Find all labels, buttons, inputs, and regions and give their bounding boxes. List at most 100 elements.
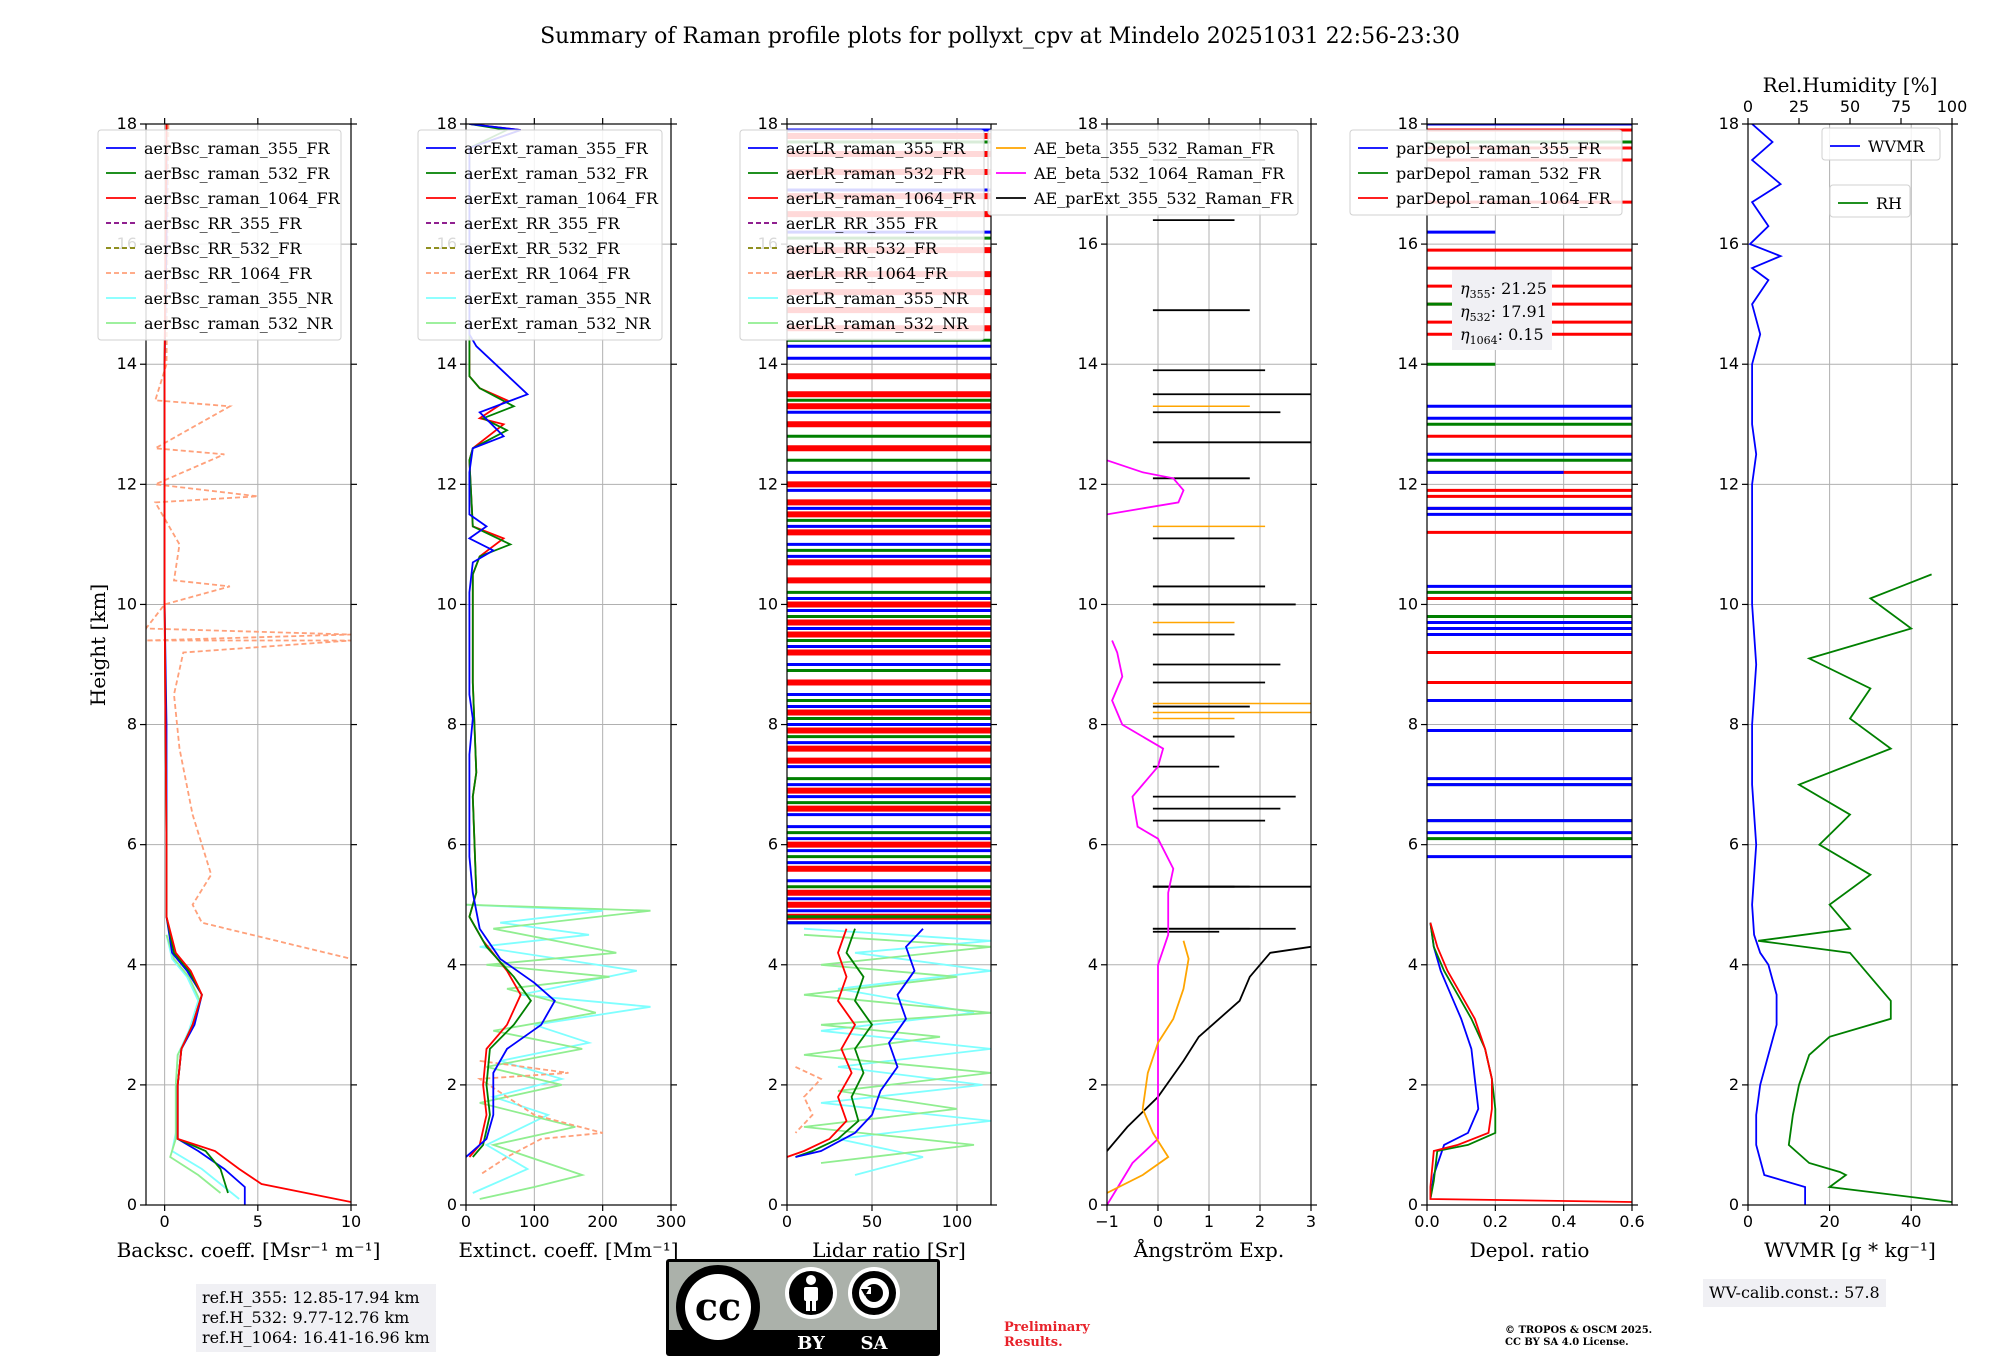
x-tick-label: 200 — [587, 1212, 618, 1231]
y-tick-label: 6 — [447, 835, 457, 854]
axes-frame — [786, 123, 992, 1206]
x-tick-label: 300 — [656, 1212, 687, 1231]
x-tick-label: 0 — [461, 1212, 471, 1231]
y-tick-label: 4 — [1729, 955, 1739, 974]
eta-value: η355: 21.25 — [1460, 279, 1547, 301]
series-aerExt_raman_355_FR — [466, 124, 556, 1158]
x-tick-label: −1 — [1095, 1212, 1119, 1231]
y-tick-label: 10 — [1398, 594, 1418, 613]
legend: aerExt_raman_355_FR aerExt_raman_532_FRae… — [417, 129, 663, 341]
x-tick-label: 0 — [1153, 1212, 1163, 1231]
legend-label: RH — [1876, 194, 1902, 213]
legend: aerBsc_raman_355_FR aerBsc_raman_532_FRae… — [97, 129, 342, 341]
y-tick-label: 10 — [1719, 594, 1739, 613]
top-x-axis-label: Rel.Humidity [%] — [1763, 73, 1938, 97]
x-tick-label: 3 — [1306, 1212, 1316, 1231]
plot-area — [1748, 124, 1952, 1205]
eta-box — [1452, 270, 1552, 350]
y-tick-label: 2 — [1729, 1075, 1739, 1094]
y-tick-label: 0 — [768, 1195, 778, 1214]
axes-frame — [465, 123, 672, 1206]
y-tick-label: 14 — [758, 354, 778, 373]
series-AE_beta_532_1064_Raman_FR_upper — [1107, 459, 1185, 516]
legend-label: aerBsc_RR_532_FR — [144, 239, 302, 258]
cc-by-sa-logo: cc BY SA — [666, 1259, 940, 1356]
legend-label: aerLR_raman_532_FR — [786, 164, 966, 183]
y-tick-label: 8 — [768, 715, 778, 734]
x-tick-label: 0.6 — [1619, 1212, 1644, 1231]
y-tick-label: 10 — [758, 594, 778, 613]
legend-label: aerLR_raman_355_NR — [786, 289, 969, 308]
series-AE_parExt_355_532_Raman_FR — [1107, 945, 1311, 1152]
series-aerLR_raman_532_FR — [795, 928, 874, 1158]
series-parDepol_raman_1064_FR — [1429, 922, 1632, 1203]
top-x-tick-label: 100 — [1937, 97, 1968, 116]
y-tick-label: 14 — [1398, 354, 1418, 373]
legend-label: aerLR_raman_355_FR — [786, 139, 966, 158]
preliminary-line1: Preliminary — [1004, 1320, 1090, 1335]
y-axis-label: Height [km] — [86, 584, 110, 706]
y-tick-label: 4 — [1088, 955, 1098, 974]
legend-label: aerBsc_raman_532_FR — [144, 164, 330, 183]
legend-label: parDepol_raman_532_FR — [1396, 164, 1602, 183]
y-tick-label: 8 — [1088, 715, 1098, 734]
y-tick-label: 12 — [1719, 474, 1739, 493]
panel-lidar_ratio: 024681012141618050100Lidar ratio [Sr]aer… — [739, 114, 997, 1262]
legend-label: AE_beta_532_1064_Raman_FR — [1033, 164, 1285, 183]
x-tick-label: 0.2 — [1483, 1212, 1508, 1231]
x-tick-label: 100 — [519, 1212, 550, 1231]
y-tick-label: 12 — [117, 474, 137, 493]
y-tick-label: 6 — [1729, 835, 1739, 854]
x-axis-label: Ångström Exp. — [1133, 1237, 1284, 1262]
y-tick-label: 2 — [447, 1075, 457, 1094]
y-tick-label: 18 — [758, 114, 778, 133]
legend-label: aerExt_RR_1064_FR — [464, 264, 631, 283]
series-AE_beta_532_1064_Raman_FR — [1107, 640, 1175, 1205]
x-tick-label: 0 — [782, 1212, 792, 1231]
legend-box — [739, 129, 985, 341]
y-tick-label: 2 — [768, 1075, 778, 1094]
legend-label: aerLR_RR_532_FR — [786, 239, 938, 258]
y-tick-label: 8 — [1729, 715, 1739, 734]
series-WVMR — [1748, 124, 1806, 1205]
legend-label: aerExt_raman_355_NR — [464, 289, 652, 308]
y-tick-label: 16 — [1398, 234, 1418, 253]
legend-box — [417, 129, 663, 341]
y-tick-label: 14 — [117, 354, 137, 373]
sa-label: SA — [861, 1333, 889, 1354]
series-aerLR_raman_1064_FR — [787, 928, 857, 1158]
top-x-tick-label: 50 — [1840, 97, 1860, 116]
y-tick-label: 10 — [437, 594, 457, 613]
legend: aerLR_raman_355_FR aerLR_raman_532_FR aerL… — [739, 129, 985, 341]
legend-label: parDepol_raman_355_FR — [1396, 139, 1602, 158]
x-axis-label: Extinct. coeff. [Mm⁻¹] — [458, 1238, 678, 1262]
legend-label: aerLR_raman_1064_FR — [786, 189, 976, 208]
legend-label: aerBsc_RR_1064_FR — [144, 264, 313, 283]
copyright-line2: CC BY SA 4.0 License. — [1505, 1337, 1629, 1348]
x-tick-label: 10 — [341, 1212, 361, 1231]
y-tick-label: 6 — [127, 835, 137, 854]
ref-height-355: ref.H_355: 12.85-17.94 km — [202, 1288, 420, 1307]
y-tick-label: 14 — [437, 354, 457, 373]
legend: AE_beta_355_532_Raman_FR AE_beta_532_1064… — [987, 129, 1299, 216]
x-tick-label: 1 — [1204, 1212, 1214, 1231]
y-tick-label: 12 — [437, 474, 457, 493]
copyright-line1: © TROPOS & OSCM 2025. — [1505, 1325, 1653, 1336]
x-tick-label: 20 — [1819, 1212, 1839, 1231]
cc-icon-text: cc — [695, 1284, 741, 1329]
series-RH — [1758, 573, 1952, 1203]
x-axis-label: Lidar ratio [Sr] — [812, 1238, 966, 1262]
x-axis-label: WVMR [g * kg⁻¹] — [1764, 1238, 1936, 1262]
y-tick-label: 10 — [117, 594, 137, 613]
legend-label: aerLR_RR_1064_FR — [786, 264, 948, 283]
series-aerExt_raman_532_FR — [468, 124, 533, 1158]
series-aerLR_raman_532_NR — [803, 933, 991, 1164]
legend-label: aerBsc_raman_355_FR — [144, 139, 330, 158]
y-tick-label: 6 — [1088, 835, 1098, 854]
legend-box — [1349, 129, 1623, 216]
figure-title: Summary of Raman profile plots for polly… — [540, 24, 1460, 49]
plot-area — [466, 124, 651, 1200]
series-aerExt_RR_1064_FR — [476, 1060, 603, 1176]
series-parDepol_raman_355_FR — [1429, 922, 1480, 1200]
